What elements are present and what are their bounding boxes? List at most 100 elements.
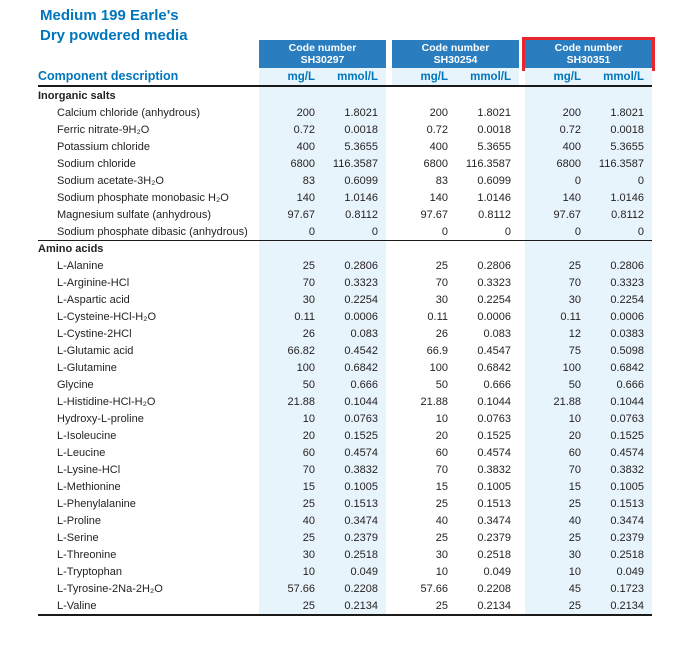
value-cell-mg: 10 [435,412,448,425]
value-cell-mg: 75 [525,342,585,359]
value-cell-mmol: 0.049 [483,565,511,578]
value-cell-mmol: 0.4574 [319,444,386,461]
value-cell-mmol [319,241,386,257]
value-cell-mmol [319,87,386,104]
value-cell-mmol: 0.0006 [319,308,386,325]
value-cell-mg: 70 [525,461,585,478]
component-name: Hydroxy-L-proline [57,412,144,425]
component-name: L-Tryptophan [57,565,123,578]
value-cell-mmol: 0.4574 [477,446,511,459]
value-cell-mg: 15 [435,480,448,493]
value-cell-mmol: 0 [319,223,386,240]
value-cell-mmol [585,87,652,104]
value-cell-mmol: 0.666 [585,376,652,393]
component-name: L-Methionine [57,480,121,493]
value-cell-mmol: 5.3655 [585,138,652,155]
table-row: L-Lysine-HCl 70 0.3832 70 0.3832 70 0.3832 [38,461,652,478]
value-cell-mmol: 1.8021 [319,104,386,121]
value-cell-mg: 200 [525,104,585,121]
value-cell-mg: 50 [435,378,448,391]
value-cell-mmol: 0.3474 [477,514,511,527]
value-cell-mmol [585,241,652,257]
table-row: Calcium chloride (anhydrous) 200 1.8021 200… [38,104,652,121]
value-cell-mg: 400 [429,140,448,153]
unit-header-mg: mg/L [392,68,452,85]
value-cell-mg: 57.66 [259,580,319,597]
value-cell-mmol: 1.8021 [585,104,652,121]
component-name: L-Leucine [57,446,106,459]
value-cell-mmol: 0.4547 [477,344,511,357]
value-cell-mmol: 0.2379 [319,529,386,546]
value-cell-mg: 0 [525,223,585,240]
value-cell-mmol: 0.2518 [477,548,511,561]
component-name: L-Glutamine [57,361,117,374]
value-cell-mg: 10 [259,563,319,580]
table-row: L-Tyrosine-2Na-2H₂O 57.66 0.2208 57.66 0.220… [38,580,652,597]
value-cell-mmol: 0.2379 [477,531,511,544]
value-cell-mg: 21.88 [420,395,448,408]
table-row: L-Histidine-HCl-H₂O 21.88 0.1044 21.88 0.104… [38,393,652,410]
component-name: L-Cystine-2HCl [57,327,132,340]
value-cell-mg: 20 [259,427,319,444]
value-cell-mg: 21.88 [259,393,319,410]
value-cell-mmol: 0.8112 [478,208,511,221]
value-cell-mg: 40 [259,512,319,529]
value-cell-mmol: 0.6842 [319,359,386,376]
unit-header-mg: mg/L [525,68,585,85]
value-cell-mmol: 0.1513 [477,497,511,510]
table-row: L-Threonine 30 0.2518 30 0.2518 30 0.2518 [38,546,652,563]
value-cell-mmol: 0.2134 [585,597,652,614]
value-cell-mg: 0.11 [525,308,585,325]
value-cell-mmol: 0.0763 [319,410,386,427]
value-cell-mmol: 0.083 [483,327,511,340]
value-cell-mg: 0.11 [259,308,319,325]
value-cell-mmol: 0.3323 [477,276,511,289]
value-cell-mmol: 1.0146 [585,189,652,206]
component-description-header: Component description [38,68,179,83]
value-cell-mg: 30 [525,546,585,563]
value-cell-mmol: 0.1513 [319,495,386,512]
table-row: Sodium phosphate dibasic (anhydrous) 0 0 0 0… [38,223,652,240]
table-row: Sodium chloride 6800 116.3587 6800 116.3587 6… [38,155,652,172]
value-cell-mmol: 0.1005 [319,478,386,495]
value-cell-mg [259,241,319,257]
table-row: L-Cysteine-HCl-H₂O 0.11 0.0006 0.11 0.0006 0.… [38,308,652,325]
value-cell-mmol: 1.0146 [477,191,511,204]
table-row: L-Glutamine 100 0.6842 100 0.6842 100 0.6842 [38,359,652,376]
value-cell-mmol: 0.3474 [319,512,386,529]
component-name: L-Histidine-HCl-H₂O [57,395,156,408]
value-cell-mmol: 1.0146 [319,189,386,206]
code-header-row: Code number SH30297 Code number SH30254 … [38,37,655,71]
value-cell-mmol: 0.0018 [585,121,652,138]
section-label: Inorganic salts [38,89,116,102]
value-cell-mg: 0.72 [426,123,448,136]
value-cell-mg: 15 [525,478,585,495]
value-cell-mmol: 0.2806 [319,257,386,274]
section-header-row: Amino acids [38,240,652,257]
code-header-sh30254: Code number SH30254 [392,40,519,68]
component-name: Ferric nitrate-9H₂O [57,123,150,136]
value-cell-mg: 10 [525,563,585,580]
table-row: L-Glutamic acid 66.82 0.4542 66.9 0.4547 75 0.… [38,342,652,359]
value-cell-mg: 200 [429,106,448,119]
table-row: L-Alanine 25 0.2806 25 0.2806 25 0.2806 [38,257,652,274]
value-cell-mmol: 0.0006 [477,310,511,323]
value-cell-mg: 100 [525,359,585,376]
table-row: L-Aspartic acid 30 0.2254 30 0.2254 30 0.2254 [38,291,652,308]
table-row: Sodium acetate-3H₂O 83 0.6099 83 0.6099 0 0 [38,172,652,189]
component-name: L-Phenylalanine [57,497,136,510]
value-cell-mmol: 0.3832 [585,461,652,478]
value-cell-mmol: 0.0018 [319,121,386,138]
value-cell-mg: 15 [259,478,319,495]
value-cell-mg: 66.82 [259,342,319,359]
table-row: L-Tryptophan 10 0.049 10 0.049 10 0.049 [38,563,652,580]
component-name: Sodium phosphate monobasic H₂O [57,191,229,204]
value-cell-mmol: 0.2806 [477,259,511,272]
value-cell-mmol: 0.0383 [585,325,652,342]
value-cell-mg: 140 [259,189,319,206]
value-cell-mg [259,87,319,104]
value-cell-mmol: 116.3587 [465,157,511,170]
value-cell-mg: 0 [259,223,319,240]
value-cell-mg: 100 [259,359,319,376]
